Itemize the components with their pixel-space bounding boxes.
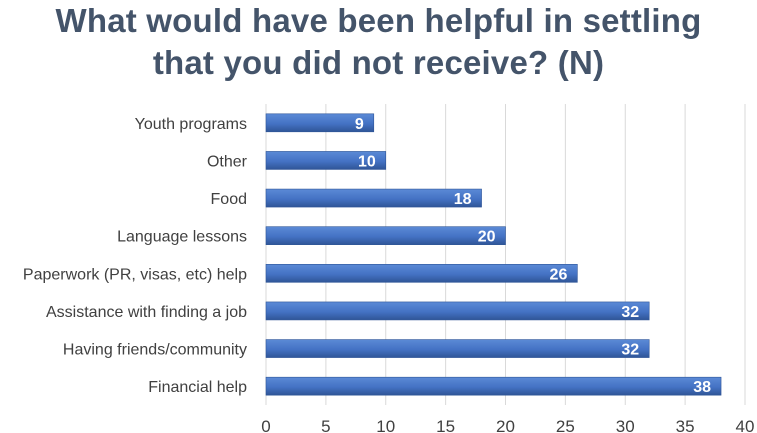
category-label: Youth programs bbox=[135, 116, 247, 133]
x-tick-label: 10 bbox=[376, 417, 395, 433]
data-label: 32 bbox=[621, 342, 639, 359]
x-tick-label: 40 bbox=[736, 417, 755, 433]
bar bbox=[265, 301, 650, 321]
x-tick-labels: 0 5 10 15 20 25 30 35 40 bbox=[261, 417, 754, 433]
data-label: 20 bbox=[478, 229, 496, 246]
data-label: 26 bbox=[550, 266, 568, 283]
category-label: Other bbox=[207, 153, 248, 170]
x-tick-label: 5 bbox=[321, 417, 330, 433]
bar bbox=[265, 264, 578, 283]
bar bbox=[265, 151, 387, 170]
data-label: 10 bbox=[358, 153, 376, 170]
category-label: Financial help bbox=[148, 379, 247, 396]
x-tick-label: 15 bbox=[436, 417, 455, 433]
category-label: Paperwork (PR, visas, etc) help bbox=[23, 266, 247, 283]
bar bbox=[265, 113, 375, 133]
chart-title: What would have been helpful in settling… bbox=[0, 0, 757, 84]
x-tick-label: 0 bbox=[261, 417, 270, 433]
chart-title-line-1: What would have been helpful in settling bbox=[55, 2, 702, 39]
gridlines bbox=[265, 104, 746, 405]
data-label: 18 bbox=[454, 191, 472, 208]
bar bbox=[265, 339, 650, 358]
bar bbox=[265, 188, 482, 208]
x-tick-label: 20 bbox=[496, 417, 515, 433]
category-label: Language lessons bbox=[117, 229, 247, 246]
chart-title-line-2: that you did not receive? (N) bbox=[152, 44, 605, 81]
x-tick-label: 30 bbox=[616, 417, 635, 433]
category-label: Having friends/community bbox=[63, 342, 247, 359]
data-label: 38 bbox=[693, 379, 711, 396]
category-label: Assistance with finding a job bbox=[46, 304, 247, 321]
bar bbox=[265, 226, 506, 245]
bar bbox=[265, 376, 722, 396]
x-tick-label: 25 bbox=[556, 417, 575, 433]
data-label: 32 bbox=[621, 304, 639, 321]
x-tick-label: 35 bbox=[676, 417, 695, 433]
category-labels: Youth programs Other Food Language lessons P… bbox=[23, 116, 248, 396]
data-label: 9 bbox=[355, 116, 364, 133]
category-label: Food bbox=[211, 191, 247, 208]
bars: 9 10 18 20 26 32 32 38 bbox=[265, 113, 722, 396]
